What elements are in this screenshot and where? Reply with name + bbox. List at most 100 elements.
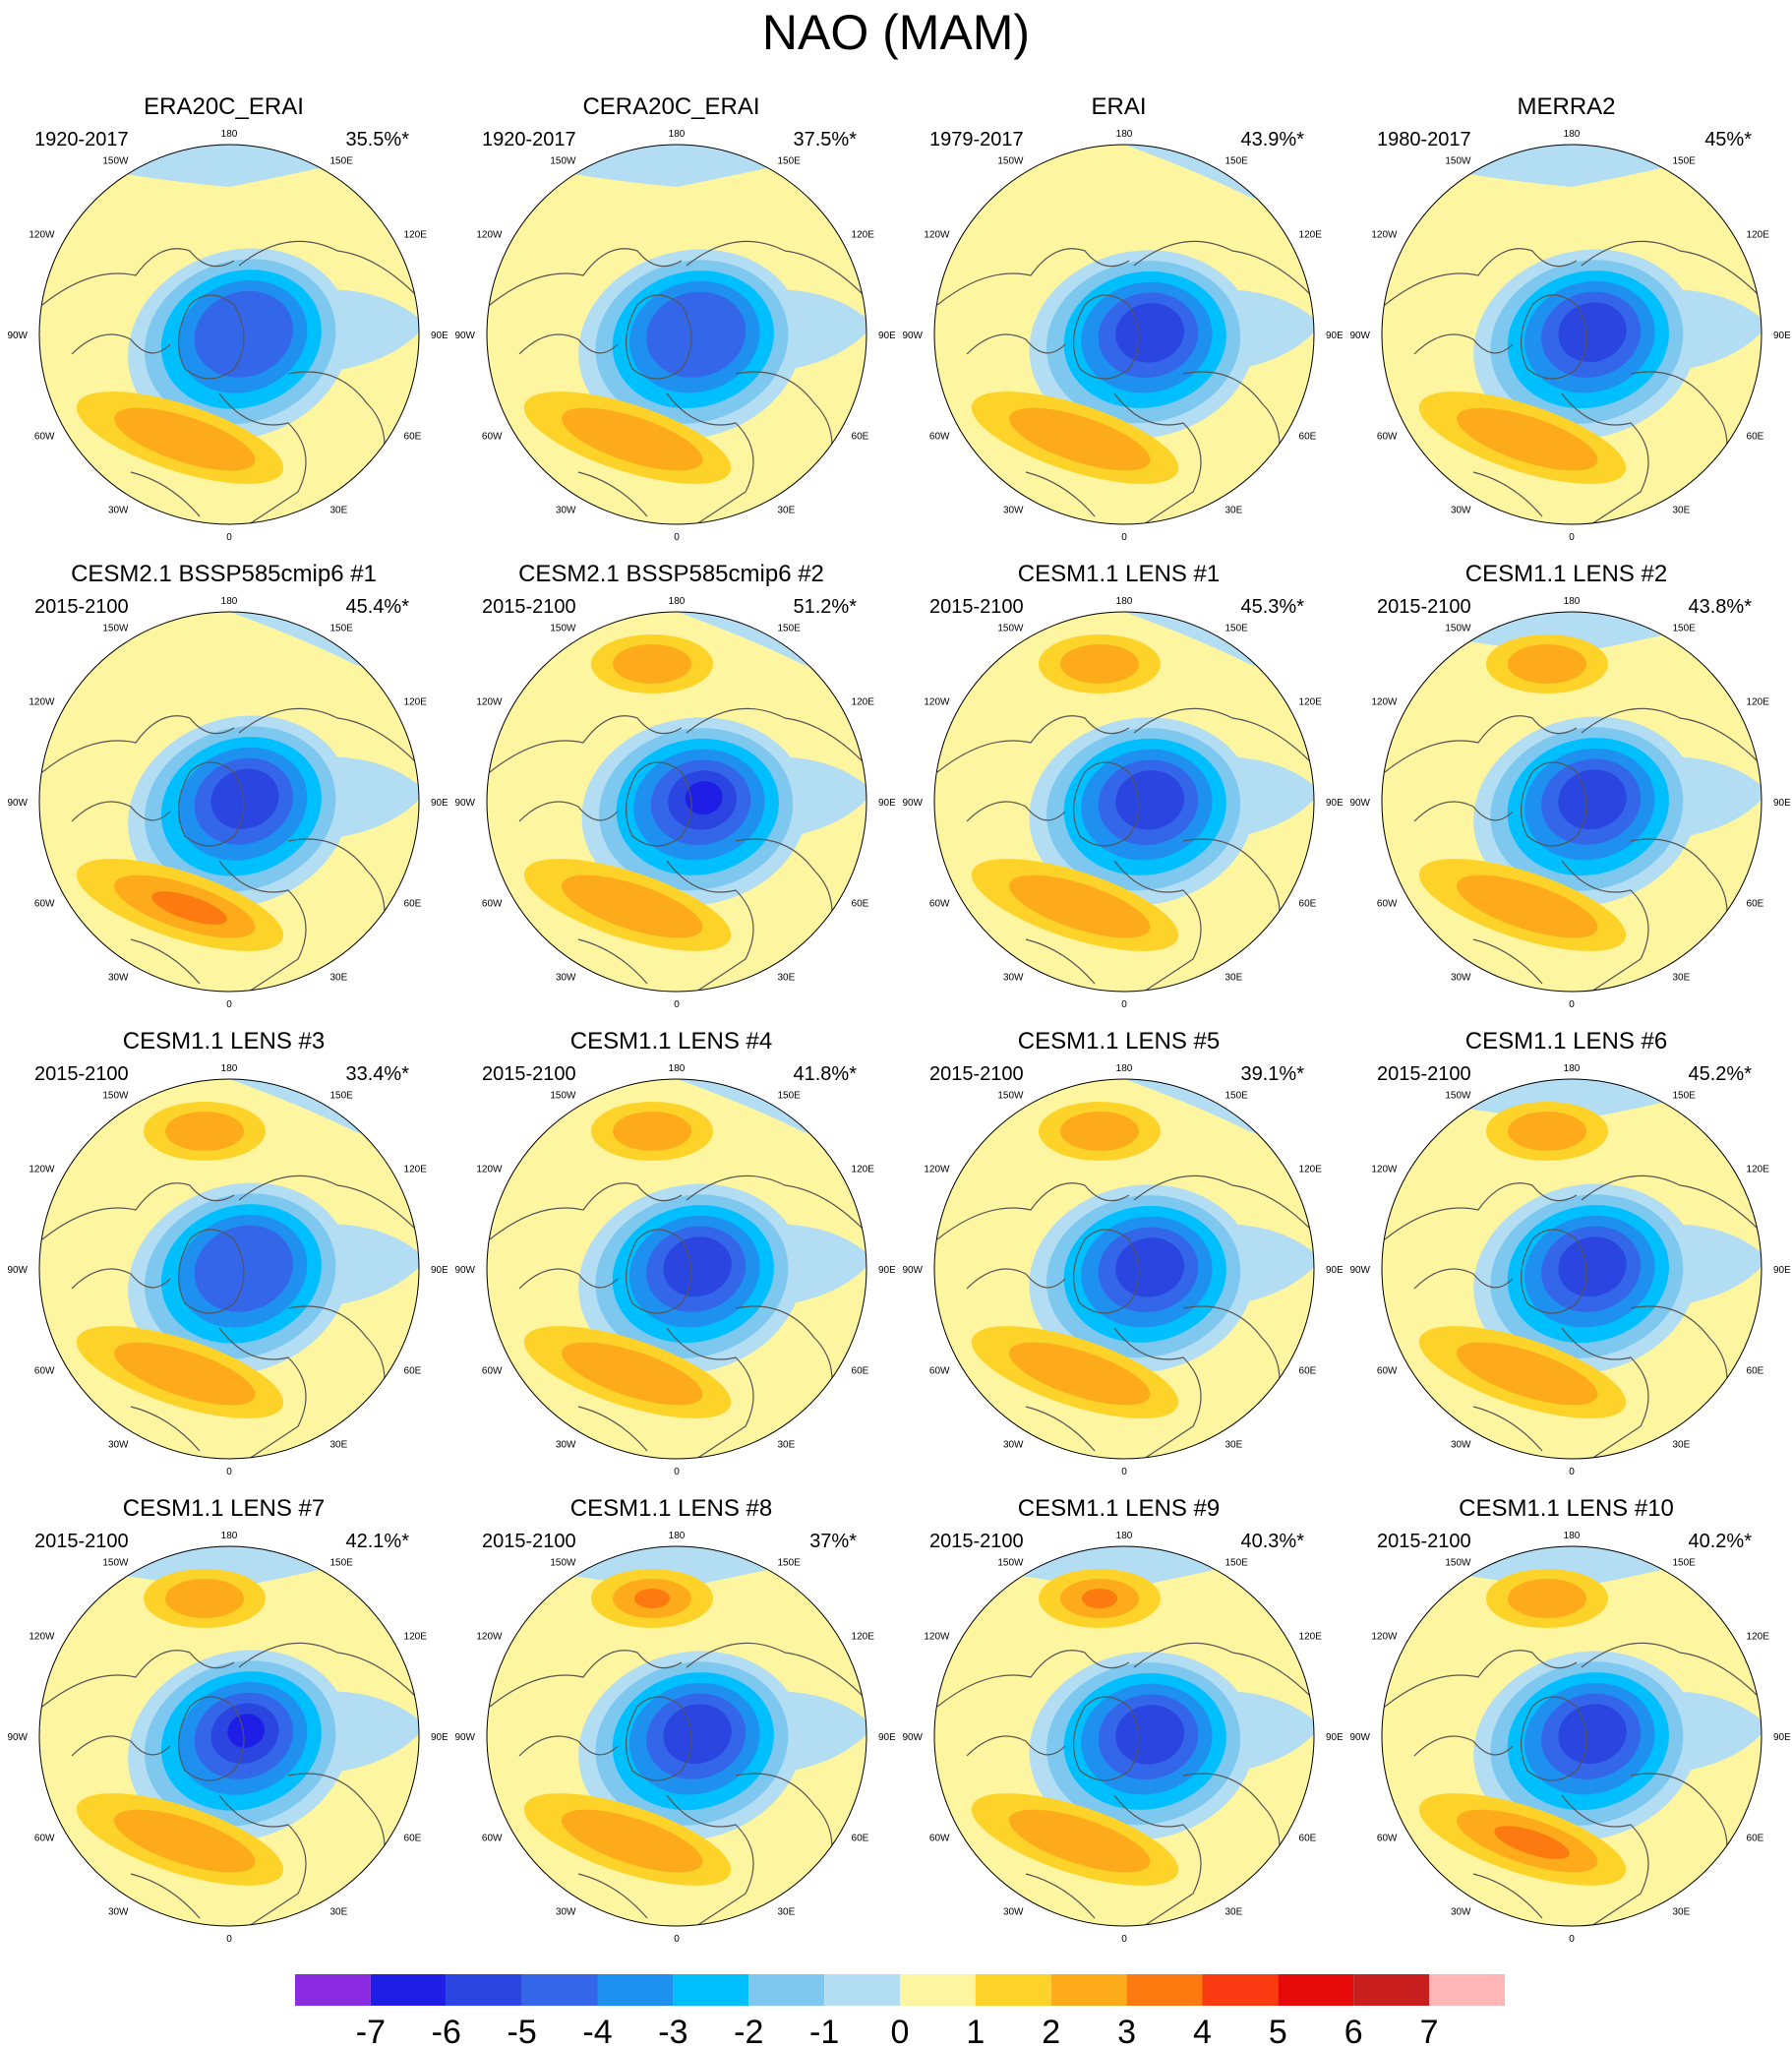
coastline — [238, 1642, 417, 1698]
coastline — [577, 471, 648, 517]
lon-label: 0 — [1121, 532, 1127, 543]
panel-title: CESM1.1 LENS #7 — [122, 1495, 326, 1522]
panel-period: 2015-2100 — [929, 596, 1024, 618]
panel-period: 2015-2100 — [34, 596, 129, 618]
colorbar-box — [748, 1974, 825, 2006]
colorbar-box — [1202, 1974, 1279, 2006]
polar-map: 180 150W 150E 120W 120E 90W 90E 60W 60E 30W 30E 0 — [7, 1531, 448, 1945]
lon-label: 120E — [1747, 1165, 1770, 1175]
lon-label: 90E — [1773, 798, 1790, 809]
panel-period: 2015-2100 — [34, 1063, 129, 1085]
panel-period: 1920-2017 — [34, 129, 129, 151]
lon-label: 60E — [1747, 1366, 1764, 1377]
negative-lobe-contour — [646, 291, 747, 378]
lon-label: 90W — [454, 1732, 475, 1743]
panel-title: CESM1.1 LENS #6 — [1464, 1028, 1668, 1054]
lon-label: 120E — [852, 697, 875, 708]
lon-label: 60W — [929, 899, 950, 910]
lon-label: 180 — [221, 596, 238, 607]
lon-label: 150W — [1445, 1557, 1471, 1568]
lon-label: 180 — [221, 1531, 238, 1541]
coastline — [966, 333, 1066, 355]
coastline — [71, 1268, 171, 1290]
lon-label: 30E — [1673, 973, 1691, 984]
coastline — [1561, 392, 1649, 524]
lon-label: 180 — [669, 1063, 686, 1074]
lon-label: 150W — [550, 1557, 576, 1568]
lon-label: 120W — [476, 230, 503, 241]
coastline — [1133, 707, 1312, 763]
map-border — [933, 1545, 1315, 1927]
panel-period: 2015-2100 — [482, 1063, 576, 1085]
colorbar-tick-label: -7 — [356, 2014, 386, 2048]
map-border — [38, 1078, 420, 1460]
coastline — [936, 248, 1130, 306]
coastline — [1025, 938, 1096, 985]
coastline — [1025, 1873, 1096, 1919]
lon-label: 90E — [878, 331, 895, 341]
lon-label: 150E — [778, 1557, 802, 1568]
colorbar-tick-label: 5 — [1269, 2014, 1287, 2048]
colorbar-tick-label: 3 — [1117, 2014, 1136, 2048]
lon-label: 150W — [550, 155, 576, 166]
lon-label: 120W — [476, 1632, 503, 1643]
polar-map: 180 150W 150E 120W 120E 90W 90E 60W 60E 30W 30E 0 — [902, 1531, 1343, 1945]
lon-label: 0 — [1121, 999, 1127, 1010]
lon-label: 150E — [330, 623, 354, 633]
lon-label: 0 — [226, 532, 232, 543]
lon-label: 120E — [1747, 1632, 1770, 1643]
lon-label: 150W — [997, 623, 1024, 633]
lon-label: 90E — [431, 798, 448, 809]
map-panel: 180 150W 150E 120W 120E 90W 90E 60W 60E 30W 30E 0 ER… — [0, 93, 448, 561]
lon-label: 0 — [226, 999, 232, 1010]
lon-label: 120E — [852, 1632, 875, 1643]
map-panel: 180 150W 150E 120W 120E 90W 90E 60W 60E 30W 30E 0 CE… — [448, 561, 895, 1028]
lon-label: 150W — [1445, 155, 1471, 166]
lon-label: 60W — [34, 1366, 55, 1377]
lon-label: 60W — [929, 1366, 950, 1377]
lon-label: 150W — [102, 155, 129, 166]
lon-label: 150E — [1673, 623, 1697, 633]
coastline — [1561, 1327, 1649, 1459]
lon-label: 150E — [778, 623, 802, 633]
colorbar-box — [446, 1974, 522, 2006]
lon-label: 60E — [1299, 1366, 1317, 1377]
lon-label: 60E — [852, 1834, 869, 1844]
lon-label: 30E — [1673, 1907, 1691, 1918]
lon-label: 30E — [778, 1907, 796, 1918]
lon-label: 0 — [1569, 1934, 1575, 1945]
coastline — [41, 715, 235, 773]
panel-title: CERA20C_ERAI — [582, 93, 760, 120]
lon-label: 90W — [454, 1265, 475, 1276]
lon-label: 120E — [404, 697, 428, 708]
map-panel: 180 150W 150E 120W 120E 90W 90E 60W 60E 30W 30E 0 CE… — [448, 1495, 895, 1962]
lon-label: 60W — [1377, 1834, 1398, 1844]
coastline — [1472, 1406, 1543, 1452]
lon-label: 90W — [1349, 798, 1370, 809]
lon-label: 90W — [1349, 1732, 1370, 1743]
lon-label: 60E — [852, 1366, 869, 1377]
coastline — [518, 801, 619, 822]
lon-label: 180 — [669, 596, 686, 607]
coastline — [625, 1229, 692, 1314]
panel-variance: 41.8%* — [793, 1063, 858, 1085]
lon-label: 120E — [852, 230, 875, 241]
coastline — [577, 1406, 648, 1452]
lon-label: 0 — [1121, 1467, 1127, 1477]
lon-label: 150W — [102, 1090, 129, 1101]
lon-label: 90E — [878, 1732, 895, 1743]
coastline — [1384, 1182, 1578, 1240]
lon-label: 60E — [1299, 432, 1317, 443]
map-panel: 180 150W 150E 120W 120E 90W 90E 60W 60E 30W 30E 0 CE… — [1343, 1028, 1790, 1495]
map-panel: 180 150W 150E 120W 120E 90W 90E 60W 60E 30W 30E 0 CE… — [895, 561, 1343, 1028]
lon-label: 180 — [1564, 596, 1581, 607]
coastline — [666, 392, 754, 524]
lon-label: 30E — [330, 506, 348, 516]
lon-label: 30W — [108, 1440, 129, 1451]
lon-label: 30W — [108, 973, 129, 984]
pacific-lobe-contour — [634, 1589, 670, 1608]
lon-label: 90E — [1326, 331, 1343, 341]
map-border — [486, 144, 867, 525]
panel-period: 2015-2100 — [482, 1531, 576, 1552]
coastline — [1025, 471, 1096, 517]
